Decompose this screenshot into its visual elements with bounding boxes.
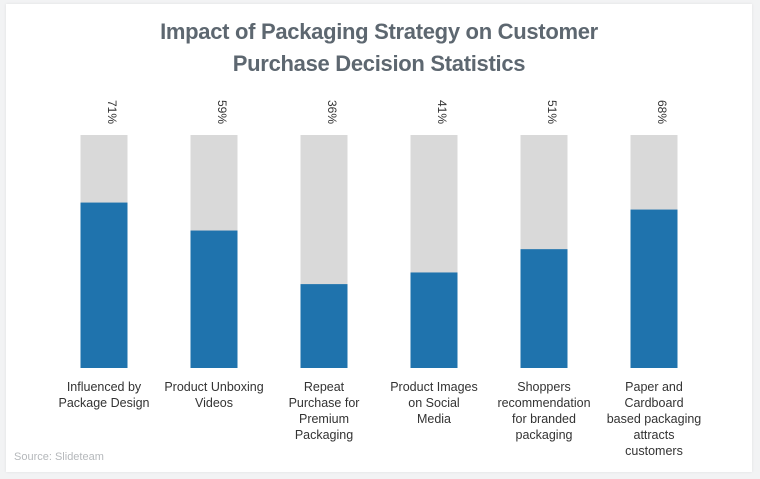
chart-title-line-1: Impact of Packaging Strategy on Customer (160, 19, 598, 44)
chart-title-line-2: Purchase Decision Statistics (232, 51, 526, 76)
value-label-3: 36% (325, 100, 339, 124)
bar-4 (410, 272, 458, 368)
category-label-1: Influenced by Package Design (58, 380, 149, 410)
category-label-5: Shoppers recommendation for branded packagi… (497, 380, 590, 442)
value-label-4: 41% (435, 100, 449, 124)
category-label-4: Product Images on Social Media (390, 380, 478, 426)
bar-2 (190, 230, 238, 368)
bar-3 (300, 284, 348, 368)
bar-5 (520, 249, 568, 368)
category-label-6: Paper and Cardboard based packaging attract… (607, 380, 702, 458)
bar-6 (630, 209, 678, 368)
bar-chart: 71% Influenced by Package Design 59% Product… (58, 100, 702, 458)
category-label-2: Product Unboxing Videos (164, 380, 263, 410)
source-note: Source: Slideteam (14, 451, 104, 463)
value-label-6: 68% (655, 100, 669, 124)
value-label-5: 51% (545, 100, 559, 124)
bar-1 (80, 202, 128, 368)
category-label-3: Repeat Purchase for Premium Packaging (289, 380, 360, 442)
chart-title: Impact of Packaging Strategy on Customer… (6, 16, 752, 80)
chart-card: Impact of Packaging Strategy on Customer… (6, 4, 752, 472)
value-label-2: 59% (215, 100, 229, 124)
value-label-1: 71% (105, 100, 119, 124)
